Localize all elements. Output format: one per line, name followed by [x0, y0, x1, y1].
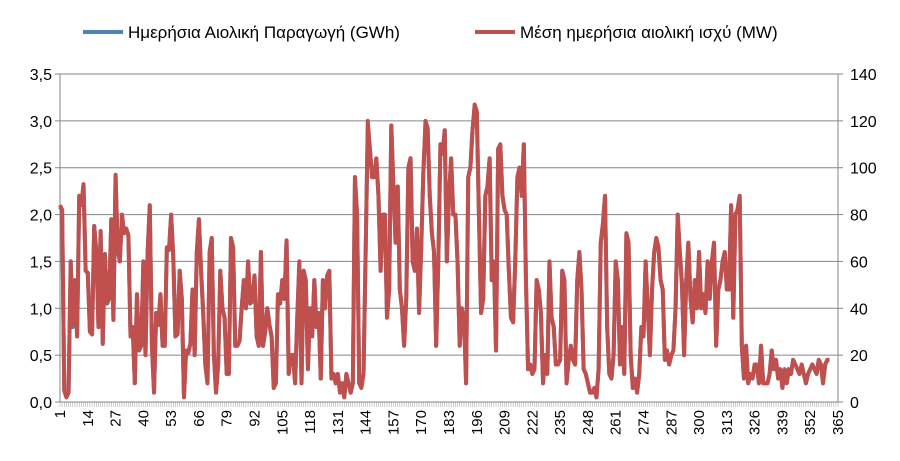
legend: Ημερήσια Αιολική Παραγωγή (GWh) Μέση ημερ…	[83, 23, 778, 42]
x-tick-label: 40	[135, 410, 152, 427]
y-left-tick-label: 2,5	[30, 161, 52, 178]
y-left-tick-label: 2,0	[30, 208, 52, 225]
x-tick-label: 14	[80, 410, 97, 427]
y-left-tick-label: 1,5	[30, 254, 52, 271]
y-left-tick-label: 3,5	[30, 67, 52, 84]
x-tick-label: 352	[802, 410, 819, 435]
series-line-mw	[58, 102, 830, 400]
x-tick-label: 261	[608, 410, 625, 435]
y-axis-left: 0,0 0,5 1,0 1,5 2,0 2,5 3,0 3,5	[30, 67, 60, 412]
y-left-tick-label: 0,0	[30, 395, 52, 412]
y-right-tick-label: 120	[850, 114, 877, 131]
y-right-tick-label: 100	[850, 161, 877, 178]
y-right-tick-label: 0	[850, 395, 859, 412]
x-tick-label: 313	[719, 410, 736, 435]
x-tick-label: 79	[219, 410, 236, 427]
x-tick-label: 1	[52, 410, 69, 418]
x-tick-label: 183	[441, 410, 458, 435]
x-axis: 1 14 27 40 53 66 79 92 105 118 131 144 157 170 183 196 2…	[52, 401, 847, 435]
x-tick-label: 248	[580, 410, 597, 435]
y-right-tick-label: 40	[850, 301, 868, 318]
y-right-tick-label: 80	[850, 208, 868, 225]
y-right-tick-label: 140	[850, 67, 877, 84]
x-tick-label: 365	[830, 410, 847, 435]
x-tick-label: 235	[552, 410, 569, 435]
y-left-tick-label: 1,0	[30, 301, 52, 318]
y-right-tick-label: 60	[850, 254, 868, 271]
legend-label: Ημερήσια Αιολική Παραγωγή (GWh)	[128, 23, 400, 42]
x-tick-label: 170	[413, 410, 430, 435]
x-tick-label: 105	[274, 410, 291, 435]
y-right-tick-label: 20	[850, 348, 868, 365]
x-tick-label: 66	[191, 410, 208, 427]
x-tick-label: 92	[247, 410, 264, 427]
plot-area	[59, 74, 839, 402]
y-axis-right: 0 20 40 60 80 100 120 140	[838, 67, 877, 412]
x-tick-label: 118	[302, 410, 319, 434]
x-tick-label: 196	[469, 410, 486, 435]
x-tick-label: 131	[330, 410, 347, 435]
x-tick-label: 300	[691, 410, 708, 435]
x-tick-label: 274	[636, 410, 653, 435]
x-tick-label: 27	[108, 410, 125, 427]
x-tick-label: 144	[358, 410, 375, 435]
x-tick-label: 326	[747, 410, 764, 435]
x-tick-label: 209	[497, 410, 514, 435]
x-tick-label: 287	[663, 410, 680, 435]
x-tick-label: 53	[163, 410, 180, 427]
y-left-tick-label: 3,0	[30, 114, 52, 131]
x-tick-label: 339	[774, 410, 791, 435]
x-tick-label: 222	[524, 410, 541, 435]
series-lines	[58, 102, 830, 400]
x-tick-label: 157	[385, 410, 402, 435]
legend-label: Μέση ημερήσια αιολική ισχύ (MW)	[520, 23, 778, 42]
y-left-tick-label: 0,5	[30, 348, 52, 365]
